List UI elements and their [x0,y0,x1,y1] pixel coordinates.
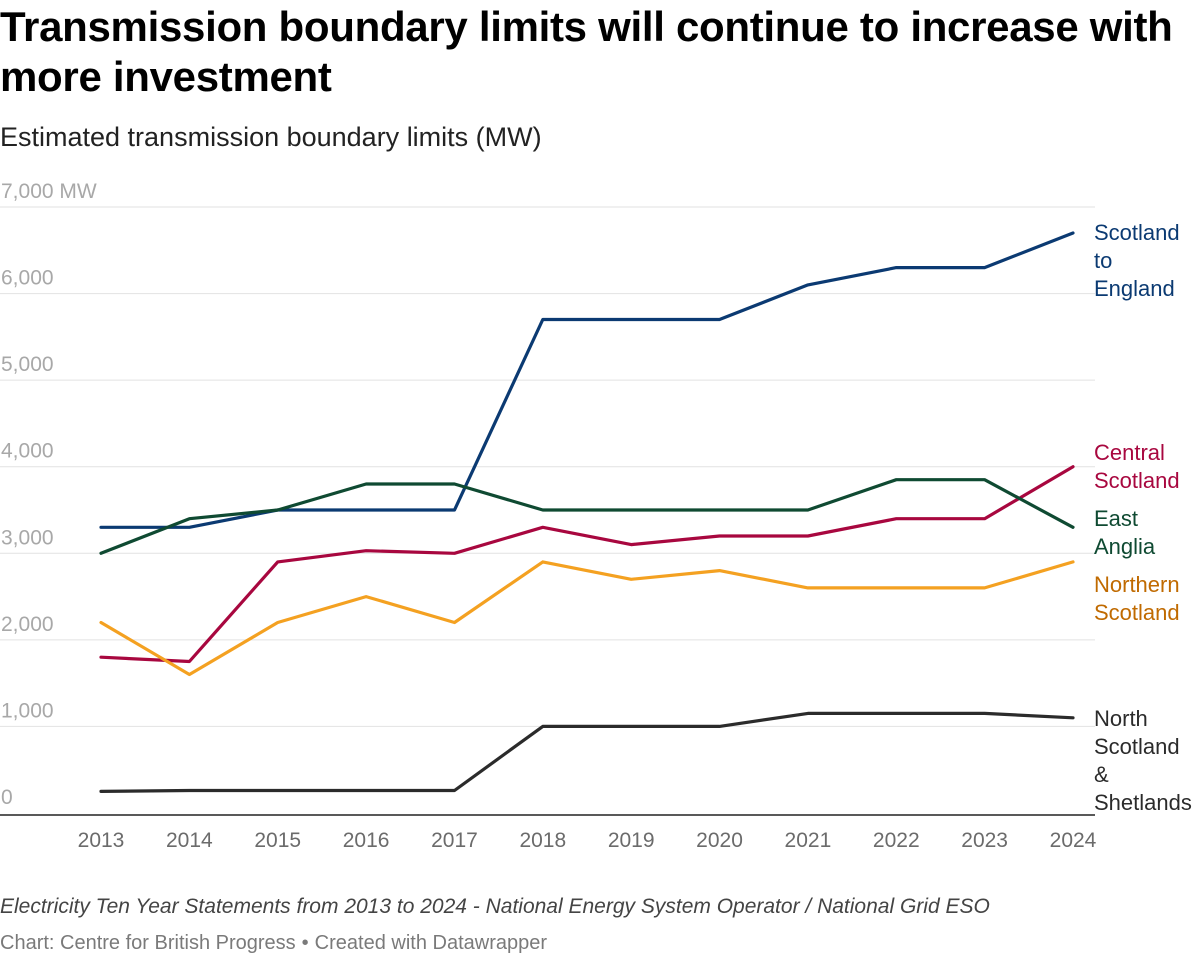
y-tick-label: 7,000 MW [1,180,97,203]
y-tick-label: 3,000 [1,526,54,549]
y-tick-label: 2,000 [1,613,54,636]
x-tick-label: 2020 [696,829,743,852]
x-tick-label: 2017 [431,829,478,852]
y-tick-label: 4,000 [1,440,54,463]
y-tick-label: 5,000 [1,353,54,376]
series-label: Scotland to England [1094,220,1180,301]
credit-tool[interactable]: Created with Datawrapper [314,932,548,954]
credit-line: Chart: Centre for British Progress • Creat… [0,930,547,956]
x-tick-label: 2018 [519,829,566,852]
x-tick-label: 2019 [608,829,655,852]
series-label: East Anglia [1094,506,1156,559]
series-line [99,560,1075,677]
series-lines [99,231,1075,794]
x-axis-ticks: 2013 2014 2015 2016 2017 2018 2019 2020 2021 2022… [78,829,1097,852]
x-tick-label: 2022 [873,829,920,852]
y-tick-label: 0 [1,786,13,809]
series-line [99,478,1075,555]
chart-subtitle: Estimated transmission boundary limits (… [0,122,542,152]
x-tick-label: 2021 [785,829,832,852]
x-tick-label: 2014 [166,829,213,852]
y-axis-ticks: 0 1,000 2,000 3,000 4,000 5,000 6,000 7,000 MW [1,180,97,809]
gridlines [0,206,1095,816]
x-tick-label: 2024 [1050,829,1097,852]
x-tick-label: 2015 [254,829,301,852]
series-line [99,465,1075,664]
credit-separator: • [301,932,309,954]
x-tick-label: 2016 [343,829,390,852]
series-line [99,711,1075,794]
credit-chart: Chart: Centre for British Progress [0,932,296,954]
series-label: Northern Scotland [1094,572,1180,625]
y-tick-label: 6,000 [1,267,54,290]
x-tick-label: 2023 [961,829,1008,852]
series-label: Central Scotland [1094,440,1180,493]
series-label: North Scotland & Shetlands [1094,706,1192,815]
y-tick-label: 1,000 [1,699,54,722]
x-tick-label: 2013 [78,829,125,852]
chart-title: Transmission boundary limits will contin… [0,3,1173,100]
series-labels: Scotland to England Central Scotland East Angl… [1094,220,1192,815]
source-note: Electricity Ten Year Statements from 201… [0,895,990,918]
